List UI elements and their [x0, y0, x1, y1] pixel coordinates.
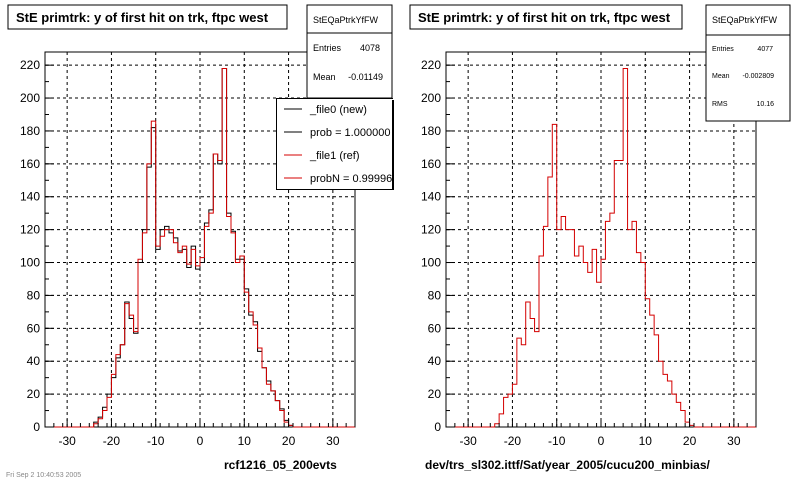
right-y-tick-label: 60 [428, 321, 442, 335]
left-caption: rcf1216_05_200evts [224, 458, 337, 472]
left-y-ticks: 0 20 40 60 80 100 120 140 160 180 200 220 [20, 58, 54, 434]
left-x-ticks: -30 -20 -10 0 10 20 30 [44, 419, 356, 448]
right-x-tick-label: 10 [639, 434, 653, 448]
footer-timestamp: Fri Sep 2 10:40:53 2005 [6, 472, 81, 479]
right-y-tick-label: 40 [428, 354, 442, 368]
left-y-tick-label: 60 [27, 321, 41, 335]
left-panel: StE primtrk: y of first hit on trk, ftpc… [7, 4, 398, 472]
right-title-box [409, 4, 683, 30]
right-stats-entries-label: Entries [712, 46, 734, 53]
left-legend: _file0 (new) prob = 1.000000 _file1 (ref… [276, 98, 398, 190]
right-y-tick-label: 160 [421, 157, 441, 171]
left-legend-frame [276, 98, 393, 190]
right-y-tick-label: 80 [428, 288, 442, 302]
right-histogram-series-0 [446, 67, 756, 428]
right-stats-rms-value: 10.16 [756, 101, 774, 108]
left-stats-entries-value: 4078 [360, 43, 380, 53]
left-stats-mean-value: -0.01149 [348, 72, 383, 82]
left-stats-box [306, 4, 393, 99]
left-y-tick-label: 160 [20, 157, 40, 171]
right-stats-box [705, 4, 791, 122]
left-stats-name: StEQaPtrkYfFW [313, 15, 379, 25]
right-stats-entries-value: 4077 [757, 46, 773, 53]
left-stats-mean-label: Mean [313, 72, 336, 82]
right-stats-mean-value: -0.002809 [742, 73, 774, 80]
left-histogram-series-1 [45, 67, 355, 428]
left-x-tick-label: 10 [238, 434, 252, 448]
right-x-ticks: -30 -20 -10 0 10 20 30 [445, 419, 757, 448]
right-stats-name: StEQaPtrkYfFW [712, 15, 778, 25]
left-histograms [45, 67, 355, 428]
right-x-tick-label: 30 [727, 434, 741, 448]
right-panel: StE primtrk: y of first hit on trk, ftpc… [409, 4, 791, 472]
right-title: StE primtrk: y of first hit on trk, ftpc… [418, 10, 671, 25]
left-x-tick-label: 30 [326, 434, 340, 448]
left-y-tick-label: 0 [33, 420, 40, 434]
right-y-tick-label: 140 [421, 190, 441, 204]
right-y-tick-label: 200 [421, 91, 441, 105]
left-y-tick-label: 140 [20, 190, 40, 204]
left-title: StE primtrk: y of first hit on trk, ftpc… [16, 10, 269, 25]
right-x-tick-label: -20 [504, 434, 522, 448]
right-x-tick-label: 20 [683, 434, 697, 448]
left-y-tick-label: 40 [27, 354, 41, 368]
left-x-tick-label: -10 [147, 434, 165, 448]
left-x-tick-label: -20 [103, 434, 121, 448]
left-y-tick-label: 120 [20, 223, 40, 237]
right-histograms [446, 67, 756, 428]
right-caption: dev/trs_sl302.ittf/Sat/year_2005/cucu200… [425, 458, 710, 472]
right-stats-rms-label: RMS [712, 101, 728, 108]
legend-label-prob: prob = 1.000000 [310, 127, 390, 139]
left-stats-entries-label: Entries [313, 43, 342, 53]
right-y-tick-label: 100 [421, 256, 441, 270]
right-y-ticks: 0 20 40 60 80 100 120 140 160 180 200 220 [421, 58, 455, 434]
left-title-box [7, 4, 288, 30]
legend-label-ref: _file1 (ref) [309, 150, 360, 162]
left-x-tick-label: -30 [58, 434, 76, 448]
left-x-tick-label: 0 [197, 434, 204, 448]
left-y-tick-label: 80 [27, 288, 41, 302]
left-y-tick-label: 100 [20, 256, 40, 270]
right-y-tick-label: 180 [421, 124, 441, 138]
left-y-tick-label: 180 [20, 124, 40, 138]
right-y-tick-label: 0 [434, 420, 441, 434]
right-grid [446, 52, 756, 427]
right-stats-mean-label: Mean [712, 73, 730, 80]
left-y-tick-label: 220 [20, 58, 40, 72]
right-x-tick-label: -10 [548, 434, 566, 448]
right-x-tick-label: -30 [459, 434, 477, 448]
left-x-tick-label: 20 [282, 434, 296, 448]
legend-label-new: _file0 (new) [309, 104, 367, 116]
right-x-tick-label: 0 [598, 434, 605, 448]
legend-label-probn: probN = 0.999962 [310, 173, 398, 185]
right-y-tick-label: 220 [421, 58, 441, 72]
left-y-tick-label: 200 [20, 91, 40, 105]
right-y-tick-label: 20 [428, 387, 442, 401]
right-y-tick-label: 120 [421, 223, 441, 237]
left-y-tick-label: 20 [27, 387, 41, 401]
